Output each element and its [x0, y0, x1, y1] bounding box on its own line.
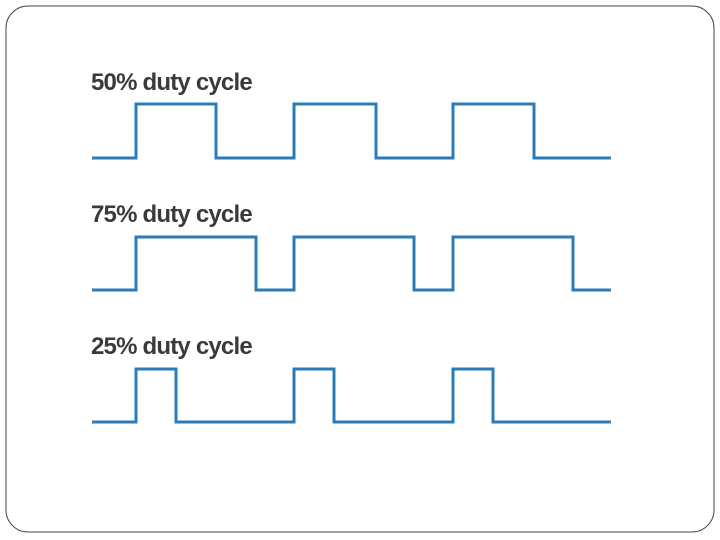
- waveform-label: 75% duty cycle: [91, 201, 252, 228]
- waveform-label: 50% duty cycle: [91, 69, 252, 96]
- waveform-label: 25% duty cycle: [91, 333, 252, 360]
- waveform: [92, 235, 611, 292]
- slide-frame: [5, 5, 715, 533]
- waveform: [92, 102, 611, 160]
- waveform: [92, 367, 611, 424]
